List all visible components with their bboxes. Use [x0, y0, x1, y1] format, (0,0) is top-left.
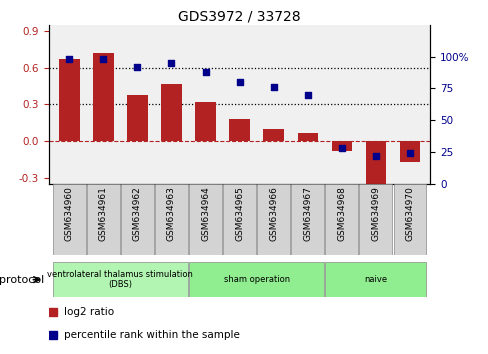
Bar	[325, 184, 357, 255]
Bar	[53, 184, 85, 255]
Bar	[59, 59, 80, 141]
Text: sham operation: sham operation	[223, 275, 289, 284]
Point	[337, 145, 345, 151]
Text: GSM634965: GSM634965	[235, 186, 244, 241]
Bar	[359, 184, 391, 255]
Point	[99, 56, 107, 62]
Bar	[399, 141, 419, 162]
Text: GSM634961: GSM634961	[99, 186, 108, 241]
Text: GSM634970: GSM634970	[405, 186, 413, 241]
Point	[269, 84, 277, 90]
Bar	[155, 184, 187, 255]
Point	[303, 92, 311, 98]
Bar	[291, 184, 324, 255]
Text: GSM634962: GSM634962	[133, 186, 142, 241]
Bar	[325, 262, 426, 297]
Bar	[189, 184, 222, 255]
Bar	[121, 184, 153, 255]
Point	[405, 151, 413, 156]
Point	[371, 153, 379, 159]
Bar	[127, 95, 147, 141]
Bar	[257, 184, 289, 255]
Bar	[189, 262, 324, 297]
Bar	[53, 262, 187, 297]
Bar	[229, 119, 249, 141]
Bar	[393, 184, 426, 255]
Bar	[297, 133, 317, 141]
Point	[235, 79, 243, 85]
Bar	[93, 53, 113, 141]
Point	[133, 64, 141, 70]
Bar	[263, 129, 284, 141]
Point	[201, 69, 209, 75]
Text: naive: naive	[364, 275, 386, 284]
Text: protocol: protocol	[0, 275, 44, 285]
Bar	[87, 184, 120, 255]
Title: GDS3972 / 33728: GDS3972 / 33728	[178, 10, 300, 24]
Point	[167, 60, 175, 66]
Text: GSM634964: GSM634964	[201, 186, 210, 241]
Text: GSM634967: GSM634967	[303, 186, 311, 241]
Bar	[161, 84, 182, 141]
Text: GSM634966: GSM634966	[268, 186, 278, 241]
Text: ventrolateral thalamus stimulation
(DBS): ventrolateral thalamus stimulation (DBS)	[47, 270, 193, 289]
Text: log2 ratio: log2 ratio	[64, 307, 114, 316]
Bar	[331, 141, 351, 151]
Text: GSM634969: GSM634969	[370, 186, 380, 241]
Text: GSM634960: GSM634960	[65, 186, 74, 241]
Text: GSM634968: GSM634968	[337, 186, 346, 241]
Point	[65, 56, 73, 62]
Bar	[223, 184, 255, 255]
Bar	[195, 102, 215, 141]
Text: GSM634963: GSM634963	[167, 186, 176, 241]
Bar	[365, 141, 385, 188]
Text: percentile rank within the sample: percentile rank within the sample	[64, 330, 240, 340]
